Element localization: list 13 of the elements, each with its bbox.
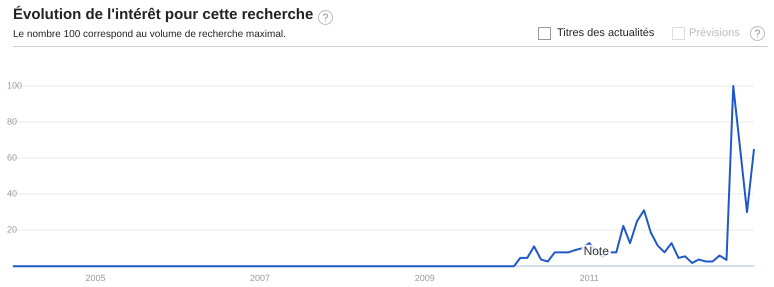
x-tick-label: 2005 xyxy=(85,273,106,284)
y-tick-label: 60 xyxy=(7,152,18,163)
y-tick-label: 80 xyxy=(7,116,18,127)
x-tick-label: 2011 xyxy=(580,273,599,284)
text: Prévisions xyxy=(689,27,740,39)
text: Titres des actualités xyxy=(557,27,654,39)
y-tick-label: 100 xyxy=(7,80,22,90)
x-tick-label: 2007 xyxy=(250,273,270,284)
y-tick-label: 20 xyxy=(7,224,18,235)
x-tick-label: 2009 xyxy=(414,273,435,284)
y-tick-label: 40 xyxy=(7,188,18,199)
chart-title: Évolution de l'intérêt pour cette recherche xyxy=(13,6,314,23)
chart-subtitle: Le nombre 100 correspond au volume de recherche maximal. xyxy=(13,29,286,40)
